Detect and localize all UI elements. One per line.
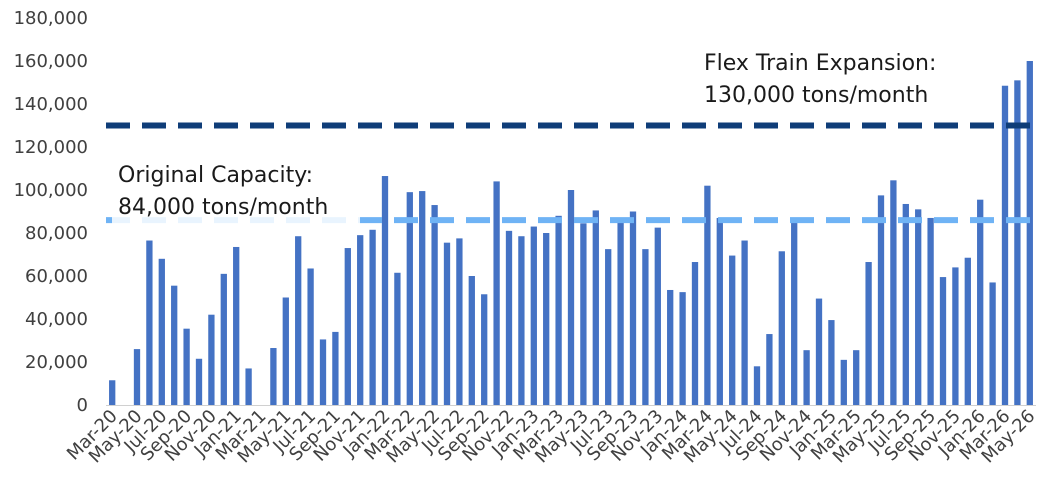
original-capacity-label-line-1: Original Capacity: bbox=[118, 163, 313, 188]
bar-may-20 bbox=[133, 349, 141, 405]
bar-apr-24 bbox=[716, 217, 723, 405]
x-axis-ticks: Mar-20May-20Jul-20Sep-20Nov-20Jan-21Mar-… bbox=[63, 406, 1038, 468]
bar-nov-22 bbox=[505, 230, 513, 405]
bar-dec-20 bbox=[220, 273, 227, 405]
original-capacity-label-background bbox=[112, 158, 360, 224]
original-capacity-label: Original Capacity: 84,000 tons/month bbox=[118, 163, 328, 220]
flex-train-label-line-1: Flex Train Expansion: bbox=[704, 51, 936, 76]
y-tick-label: 80,000 bbox=[25, 223, 88, 244]
bar-oct-23 bbox=[642, 249, 649, 406]
bar-aug-22 bbox=[468, 276, 475, 405]
annotations: Original Capacity: 84,000 tons/month Fle… bbox=[112, 51, 943, 224]
y-tick-label: 100,000 bbox=[14, 180, 88, 201]
bar-sep-23 bbox=[629, 211, 637, 405]
y-tick-label: 60,000 bbox=[25, 266, 88, 287]
y-tick-label: 20,000 bbox=[25, 352, 88, 373]
bar-jul-24 bbox=[753, 366, 761, 405]
bars bbox=[109, 61, 1033, 406]
bar-jul-21 bbox=[307, 268, 314, 405]
bar-jan-26 bbox=[977, 199, 984, 405]
y-tick-label: 0 bbox=[77, 395, 88, 416]
bar-may-24 bbox=[729, 255, 736, 405]
bar-apr-22 bbox=[419, 191, 426, 405]
y-tick-label: 40,000 bbox=[25, 309, 88, 330]
bar-jan-24 bbox=[679, 292, 686, 406]
bar-may-21 bbox=[282, 297, 289, 405]
bar-nov-21 bbox=[357, 235, 364, 405]
bar-jul-20 bbox=[158, 258, 165, 405]
bar-mar-25 bbox=[853, 350, 860, 405]
y-axis-ticks: 0 20,000 40,000 60,000 80,000 100,000 120,000 1… bbox=[14, 8, 88, 416]
bar-mar-24 bbox=[704, 185, 711, 405]
bar-sep-22 bbox=[481, 294, 488, 405]
bar-aug-25 bbox=[915, 209, 922, 405]
bar-feb-25 bbox=[840, 359, 847, 405]
bar-may-23 bbox=[580, 223, 587, 405]
bar-nov-20 bbox=[208, 314, 215, 405]
y-tick-label: 160,000 bbox=[14, 51, 88, 72]
bar-oct-21 bbox=[344, 248, 351, 405]
bar-nov-25 bbox=[952, 267, 959, 405]
bar-feb-21 bbox=[245, 368, 252, 405]
bar-sep-24 bbox=[778, 251, 785, 405]
bar-apr-25 bbox=[865, 262, 872, 405]
bar-feb-23 bbox=[543, 233, 550, 405]
bar-jul-22 bbox=[456, 238, 463, 406]
bar-mar-23 bbox=[555, 215, 562, 405]
bar-apr-26 bbox=[1014, 80, 1021, 405]
bar-dec-22 bbox=[518, 236, 525, 405]
y-tick-label: 140,000 bbox=[14, 94, 88, 115]
bar-may-25 bbox=[877, 195, 885, 405]
bar-jun-22 bbox=[443, 242, 451, 405]
bar-aug-24 bbox=[766, 334, 773, 405]
bar-jul-23 bbox=[605, 249, 612, 406]
bar-jun-21 bbox=[295, 236, 302, 405]
bar-mar-26 bbox=[1001, 85, 1009, 405]
bar-aug-21 bbox=[319, 339, 327, 405]
bar-may-26 bbox=[1026, 61, 1033, 405]
bar-oct-25 bbox=[939, 277, 947, 405]
bar-jan-25 bbox=[828, 320, 835, 405]
bar-jun-20 bbox=[146, 240, 153, 405]
bar-jan-23 bbox=[530, 226, 537, 405]
bar-jul-25 bbox=[902, 203, 909, 405]
bar-jun-25 bbox=[890, 180, 897, 405]
bar-dec-21 bbox=[369, 229, 376, 405]
bar-nov-23 bbox=[654, 227, 661, 406]
bar-apr-23 bbox=[567, 190, 575, 405]
bar-jan-21 bbox=[233, 246, 240, 405]
bar-oct-20 bbox=[195, 358, 203, 405]
flex-train-label-line-2: 130,000 tons/month bbox=[704, 83, 928, 108]
flex-train-expansion-label: Flex Train Expansion: 130,000 tons/month bbox=[704, 51, 943, 108]
bar-nov-24 bbox=[803, 350, 810, 405]
y-tick-label: 180,000 bbox=[14, 8, 88, 29]
original-capacity-label-line-2: 84,000 tons/month bbox=[118, 195, 328, 220]
bar-dec-24 bbox=[815, 298, 823, 405]
bar-jun-24 bbox=[741, 240, 748, 405]
bar-dec-23 bbox=[667, 289, 674, 405]
bar-apr-21 bbox=[270, 348, 277, 405]
bar-feb-24 bbox=[691, 262, 699, 405]
bar-jun-23 bbox=[592, 210, 599, 405]
bar-aug-20 bbox=[171, 285, 178, 405]
bar-feb-26 bbox=[989, 282, 996, 405]
bar-jan-22 bbox=[381, 176, 389, 405]
bar-oct-22 bbox=[493, 181, 500, 405]
bar-sep-25 bbox=[927, 217, 934, 405]
bar-aug-23 bbox=[617, 219, 624, 405]
bar-mar-20 bbox=[109, 380, 116, 405]
y-tick-label: 120,000 bbox=[14, 137, 88, 158]
bar-sep-21 bbox=[332, 331, 339, 405]
bar-may-22 bbox=[431, 205, 438, 405]
bar-oct-24 bbox=[791, 220, 798, 405]
bar-sep-20 bbox=[183, 328, 190, 405]
bar-dec-25 bbox=[964, 257, 971, 405]
bar-mar-22 bbox=[406, 192, 413, 405]
bar-feb-22 bbox=[394, 272, 401, 405]
